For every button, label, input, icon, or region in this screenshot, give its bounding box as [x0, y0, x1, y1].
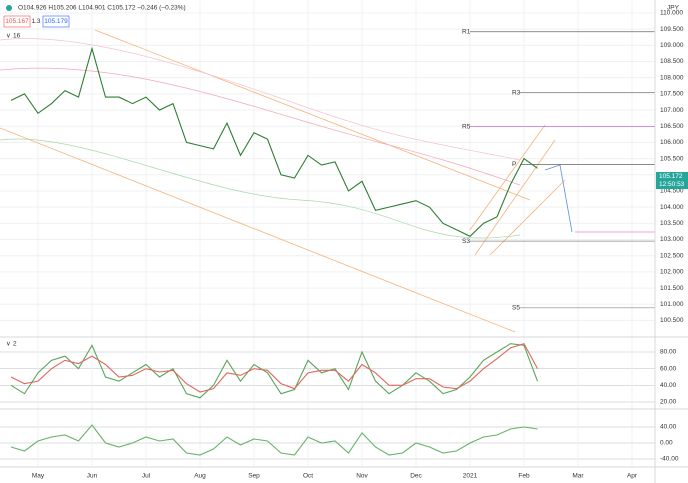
x-tick-label: Mar — [572, 473, 584, 480]
y-tick-label: 103.500 — [660, 220, 684, 227]
x-tick-label: Sep — [248, 473, 260, 480]
x-tick-label: Feb — [518, 473, 530, 480]
projection-arrow — [544, 164, 573, 233]
ohlc: O104.926 H105.206 L104.901 C105.172 −0.2… — [18, 5, 186, 12]
currency: JPY — [667, 5, 680, 12]
pane-toggle[interactable]: ∨ — [6, 341, 11, 348]
band-line — [0, 38, 521, 161]
pane-count[interactable]: 2 — [13, 341, 17, 348]
y-tick-label: 101.500 — [660, 285, 684, 292]
y-tick-label: 107.500 — [660, 91, 684, 98]
y-tick-label: 0.00 — [660, 440, 673, 447]
pivot-label: S5 — [512, 305, 520, 312]
band-line — [0, 67, 521, 186]
pivot-label: R3 — [512, 89, 521, 96]
price-line — [10, 343, 538, 393]
bid-box[interactable] — [3, 15, 31, 28]
y-tick-label: 104.500 — [660, 188, 684, 195]
x-tick-label: Jun — [87, 473, 98, 480]
y-tick-label: 110.000 — [660, 10, 683, 17]
indicator-toggle[interactable]: ∨ — [6, 33, 11, 40]
y-tick-label: 101.000 — [660, 301, 684, 308]
price-line — [10, 343, 539, 399]
x-tick-label: Nov — [356, 473, 368, 480]
y-tick-label: 20.00 — [660, 399, 677, 406]
channel-line — [474, 139, 556, 256]
countdown: 12:50:53 — [659, 181, 685, 188]
price-line — [10, 46, 538, 237]
band-line — [0, 138, 521, 239]
pivot-label: P — [512, 161, 516, 168]
channel-line — [94, 29, 531, 201]
status-dot — [6, 5, 12, 11]
ask-box[interactable] — [42, 15, 70, 28]
indicator-count[interactable]: 16 — [13, 33, 21, 40]
spread: 1.3 — [31, 18, 40, 25]
x-tick-label: Aug — [194, 473, 206, 480]
price-tag-value: 105.172 — [659, 173, 683, 180]
x-tick-label: May — [32, 473, 45, 480]
y-tick-label: 109.500 — [660, 26, 684, 33]
grid — [0, 0, 655, 467]
y-tick-label: 106.500 — [660, 123, 684, 130]
y-tick-label: 105.500 — [660, 155, 684, 162]
channel-line — [489, 179, 566, 256]
y-tick-label: 40.00 — [660, 424, 677, 431]
pivot-label: S3 — [462, 238, 470, 245]
y-tick-label: 103.000 — [660, 236, 684, 243]
y-tick-label: 102.500 — [660, 252, 684, 259]
ask[interactable]: 105.179 — [44, 18, 68, 25]
x-tick-label: 2021 — [463, 473, 478, 480]
y-tick-label: 102.000 — [660, 269, 684, 276]
pivot-label: R1 — [462, 28, 471, 35]
x-tick-label: Apr — [627, 473, 638, 480]
x-tick-label: Oct — [303, 473, 313, 480]
y-tick-label: 107.000 — [660, 107, 684, 114]
bid[interactable]: 105.167 — [5, 18, 29, 25]
y-tick-label: 100.500 — [660, 317, 684, 324]
price-line — [10, 424, 538, 456]
plot: 100.500 101.000 101.500 102.000 102.500 103.0… — [10, 10, 684, 480]
x-tick-label: Jul — [142, 473, 151, 480]
channel-line — [0, 127, 516, 333]
x-tick-label: Dec — [410, 473, 422, 480]
channel-line — [469, 124, 546, 231]
pivot-label: R5 — [462, 123, 471, 130]
y-tick-label: 40.00 — [660, 382, 677, 389]
y-tick-label: 109.000 — [660, 42, 684, 49]
y-tick-label: 104.000 — [660, 204, 684, 211]
y-tick-label: 106.000 — [660, 139, 684, 146]
y-tick-label: -40.00 — [660, 456, 679, 463]
y-tick-label: 60.00 — [660, 365, 677, 372]
y-tick-label: 108.000 — [660, 74, 684, 81]
y-tick-label: 108.500 — [660, 58, 684, 65]
y-tick-label: 80.00 — [660, 349, 677, 356]
price-tag — [656, 172, 688, 189]
